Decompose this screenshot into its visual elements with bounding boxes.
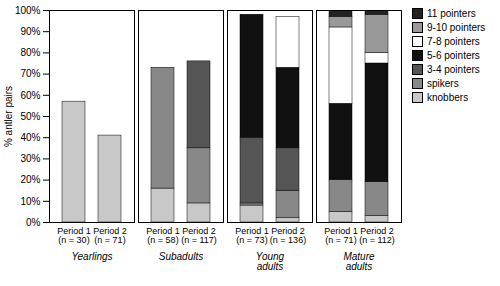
svg-text:Period 1(n = 73): Period 1(n = 73) <box>235 226 269 245</box>
svg-text:Subadults: Subadults <box>159 251 203 262</box>
svg-text:Matureadults: Matureadults <box>343 251 375 272</box>
svg-text:40%: 40% <box>20 132 40 143</box>
html-text:5-6 pointers: 5-6 pointers <box>427 50 480 61</box>
svg-text:Period 2(n = 71): Period 2(n = 71) <box>93 226 127 245</box>
svg-text:Period 2(n = 136): Period 2(n = 136) <box>270 226 306 245</box>
svg-text:Period 1(n = 58): Period 1(n = 58) <box>146 226 180 245</box>
svg-text:Period 1(n = 30): Period 1(n = 30) <box>57 226 91 245</box>
html-text:knobbers: knobbers <box>427 92 469 103</box>
svg-text:50%: 50% <box>20 111 40 122</box>
svg-text:60%: 60% <box>20 90 40 101</box>
svg-text:10%: 10% <box>20 196 40 207</box>
svg-text:Period 2(n = 117): Period 2(n = 117) <box>181 226 217 245</box>
svg-text:Period 2(n = 112): Period 2(n = 112) <box>359 226 395 245</box>
svg-text:0%: 0% <box>26 217 41 228</box>
svg-text:80%: 80% <box>20 47 40 58</box>
svg-text:20%: 20% <box>20 174 40 185</box>
html-text:spikers: spikers <box>427 78 459 89</box>
html-text:7-8 pointers: 7-8 pointers <box>427 36 480 47</box>
svg-text:30%: 30% <box>20 153 40 164</box>
svg-text:100%: 100% <box>15 5 41 16</box>
svg-text:Youngadults: Youngadults <box>256 251 285 272</box>
svg-text:Period 1(n = 71): Period 1(n = 71) <box>324 226 358 245</box>
svg-text:Yearlings: Yearlings <box>71 251 112 262</box>
html-text:3-4 pointers: 3-4 pointers <box>427 64 480 75</box>
svg-text:% antler pairs: % antler pairs <box>3 86 14 147</box>
svg-text:70%: 70% <box>20 68 40 79</box>
html-text:9-10 pointers: 9-10 pointers <box>427 22 486 33</box>
html-text:11 pointers: 11 pointers <box>427 8 476 19</box>
svg-text:90%: 90% <box>20 26 40 37</box>
